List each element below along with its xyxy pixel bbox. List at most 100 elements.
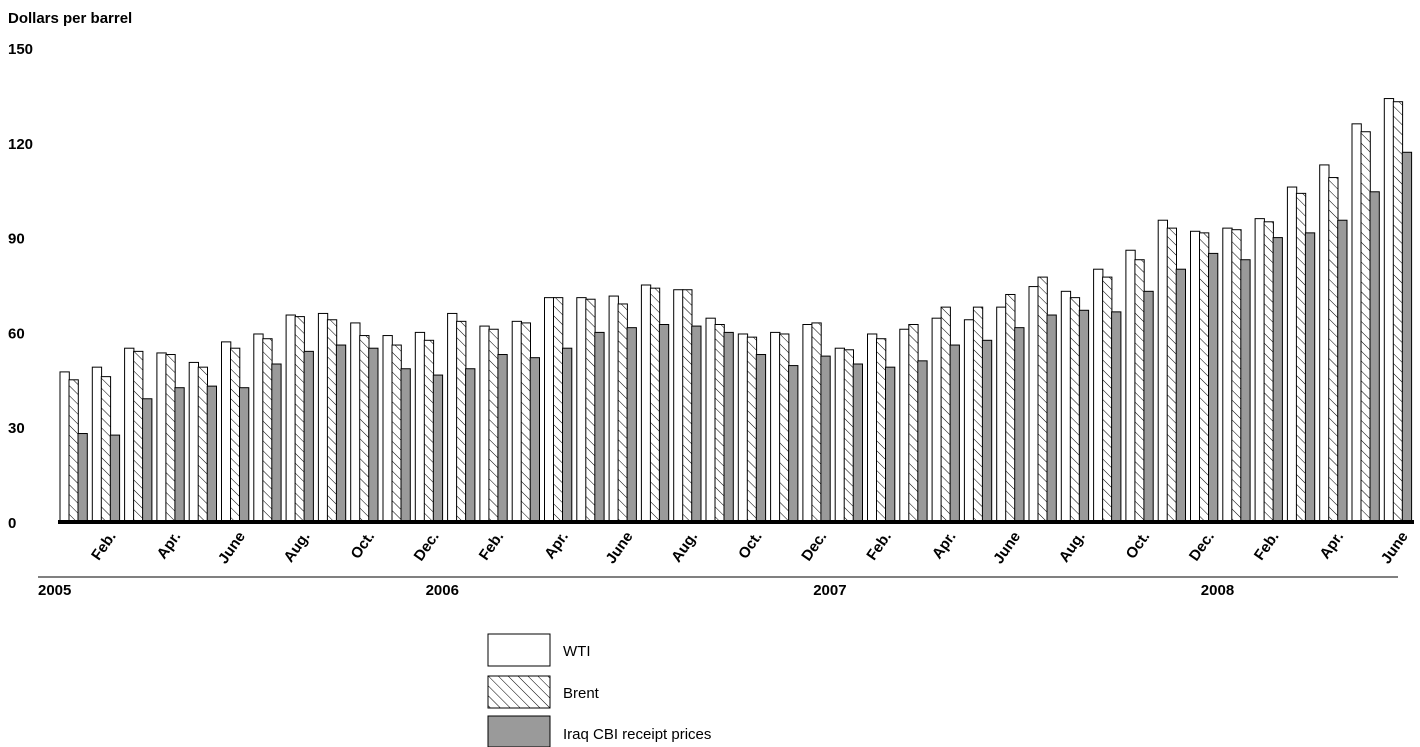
bar-white-0: [60, 372, 69, 522]
bar-gray-29: [1015, 328, 1024, 522]
month-label: Aug.: [1056, 529, 1089, 566]
bar-hatched-5: [231, 348, 240, 522]
y-tick-label: 30: [8, 420, 25, 437]
year-label: 2008: [1201, 582, 1234, 599]
bar-hatched-26: [909, 325, 918, 523]
bar-gray-17: [627, 328, 636, 522]
bar-white-10: [383, 336, 392, 522]
bar-hatched-11: [424, 340, 433, 522]
y-axis-title: Dollars per barrel: [8, 10, 132, 27]
bar-hatched-14: [521, 323, 530, 522]
bar-white-30: [1029, 287, 1038, 522]
month-label: Apr.: [929, 529, 960, 563]
bar-hatched-34: [1167, 228, 1176, 522]
bar-hatched-40: [1361, 132, 1370, 522]
bar-white-11: [415, 332, 424, 522]
bar-white-17: [609, 296, 618, 522]
bar-gray-30: [1047, 315, 1056, 522]
bar-hatched-18: [650, 288, 659, 522]
bar-gray-23: [821, 356, 830, 522]
y-tick-label: 60: [8, 325, 25, 342]
bar-gray-32: [1112, 312, 1121, 522]
bar-hatched-20: [715, 325, 724, 523]
bar-white-39: [1320, 165, 1329, 522]
bar-hatched-31: [1070, 298, 1079, 522]
bar-white-23: [803, 325, 812, 523]
year-label: 2006: [426, 582, 459, 599]
bar-white-15: [545, 298, 554, 522]
x-tick-labels: Feb. Apr. June Aug. Oct. Dec. Feb. Apr. June Aug.…: [88, 529, 1412, 567]
bar-white-38: [1287, 187, 1296, 522]
bar-white-41: [1384, 99, 1393, 522]
bar-hatched-15: [554, 298, 563, 522]
bar-gray-14: [530, 358, 539, 522]
month-label: Feb.: [863, 529, 895, 564]
month-label: June: [990, 529, 1024, 567]
bar-gray-0: [78, 434, 87, 522]
bar-white-20: [706, 318, 715, 522]
bar-white-2: [125, 348, 134, 522]
month-label: Dec.: [798, 529, 830, 565]
bar-gray-12: [466, 369, 475, 522]
bar-hatched-12: [457, 321, 466, 522]
bar-hatched-22: [780, 334, 789, 522]
bar-gray-28: [982, 340, 991, 522]
bar-gray-8: [336, 345, 345, 522]
bar-hatched-7: [295, 317, 304, 522]
bar-hatched-2: [134, 351, 143, 522]
bar-gray-38: [1305, 233, 1314, 522]
bar-hatched-19: [683, 290, 692, 522]
bar-white-6: [254, 334, 263, 522]
bar-hatched-1: [101, 377, 110, 522]
bar-hatched-37: [1264, 222, 1273, 522]
bar-gray-39: [1338, 220, 1347, 522]
bar-hatched-30: [1038, 277, 1047, 522]
bar-hatched-33: [1135, 260, 1144, 522]
bar-gray-34: [1176, 269, 1185, 522]
bar-white-40: [1352, 124, 1361, 522]
bar-white-12: [448, 313, 457, 522]
bar-gray-33: [1144, 291, 1153, 522]
bar-white-3: [157, 353, 166, 522]
bar-white-14: [512, 321, 521, 522]
bar-white-1: [92, 367, 101, 522]
bar-gray-20: [724, 332, 733, 522]
legend-swatch-iraq-cbi: [488, 716, 550, 747]
month-label: June: [1378, 529, 1412, 567]
bar-white-31: [1061, 291, 1070, 522]
bar-hatched-17: [618, 304, 627, 522]
bar-white-36: [1223, 228, 1232, 522]
month-label: Apr.: [1316, 529, 1347, 563]
bar-hatched-27: [941, 307, 950, 522]
bar-hatched-10: [392, 345, 401, 522]
bar-hatched-4: [198, 367, 207, 522]
bar-hatched-35: [1200, 233, 1209, 522]
year-label: 2005: [38, 582, 71, 599]
month-label: Oct.: [735, 529, 766, 563]
bar-white-5: [222, 342, 231, 522]
bar-hatched-16: [586, 299, 595, 522]
bar-hatched-24: [844, 350, 853, 522]
bar-white-18: [641, 285, 650, 522]
year-labels: 2005 2006 2007 2008: [38, 577, 1398, 599]
bar-hatched-29: [1006, 294, 1015, 522]
bar-white-9: [351, 323, 360, 522]
bar-hatched-28: [973, 307, 982, 522]
bar-gray-35: [1209, 253, 1218, 522]
bar-gray-36: [1241, 260, 1250, 522]
bar-gray-21: [756, 355, 765, 522]
bar-gray-15: [563, 348, 572, 522]
bar-gray-16: [595, 332, 604, 522]
bar-white-19: [674, 290, 683, 522]
y-tick-labels: 0 30 60 90 120 150: [8, 41, 33, 532]
bar-white-7: [286, 315, 295, 522]
bar-hatched-38: [1296, 193, 1305, 522]
bar-white-21: [738, 334, 747, 522]
bar-gray-37: [1273, 238, 1282, 522]
legend: WTI Brent Iraq CBI receipt prices: [488, 634, 711, 747]
bar-hatched-0: [69, 380, 78, 522]
bar-gray-7: [304, 351, 313, 522]
bar-hatched-6: [263, 339, 272, 522]
bar-hatched-41: [1393, 102, 1402, 522]
